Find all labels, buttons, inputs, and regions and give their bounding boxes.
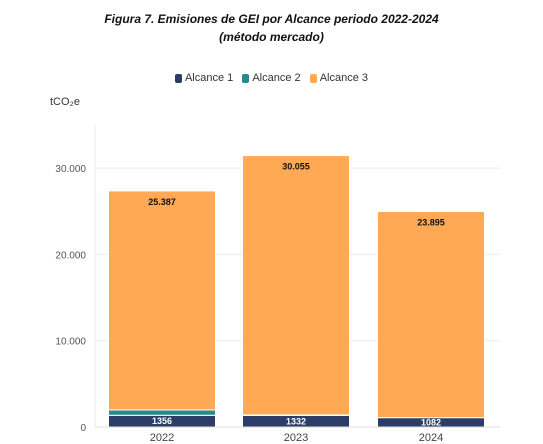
y-axis-unit-label: tCO₂e	[50, 96, 80, 108]
x-tick-label: 2024	[419, 432, 443, 444]
bar-segment-alcance-3-2024	[377, 210, 485, 419]
data-label: 1332	[286, 416, 306, 426]
chart-title: Figura 7. Emisiones de GEI por Alcance p…	[104, 12, 439, 26]
legend-label: Alcance 3	[319, 72, 369, 84]
x-tick-label: 2023	[284, 432, 308, 444]
data-label: 1082	[421, 417, 441, 427]
bar-segment-alcance-3-2022	[108, 190, 216, 411]
legend-item-alcance-1: Alcance 1	[174, 72, 234, 84]
legend-swatch	[242, 73, 250, 83]
y-tick-label: 10.000	[55, 337, 86, 348]
legend-label: Alcance 2	[252, 72, 301, 84]
data-label: 1356	[152, 416, 172, 426]
legend-label: Alcance 1	[184, 72, 234, 84]
x-tick-label: 2022	[150, 432, 174, 444]
bar-segment-alcance-2-2022	[108, 409, 216, 416]
data-label: 30.055	[282, 162, 310, 172]
legend-swatch	[309, 73, 317, 83]
chart-subtitle: (método mercado)	[219, 30, 324, 44]
legend: Alcance 1 Alcance 2 Alcance 3	[0, 72, 543, 86]
legend-item-alcance-3: Alcance 3	[309, 72, 369, 84]
legend-item-alcance-2: Alcance 2	[242, 72, 301, 84]
y-tick-label: 0	[80, 423, 86, 434]
y-tick-label: 30.000	[55, 164, 86, 175]
bar-segment-alcance-3-2023	[242, 155, 350, 416]
y-tick-label: 20.000	[55, 250, 86, 261]
data-label: 23.895	[417, 217, 445, 227]
legend-swatch	[174, 73, 182, 83]
data-label: 25.387	[148, 197, 176, 207]
